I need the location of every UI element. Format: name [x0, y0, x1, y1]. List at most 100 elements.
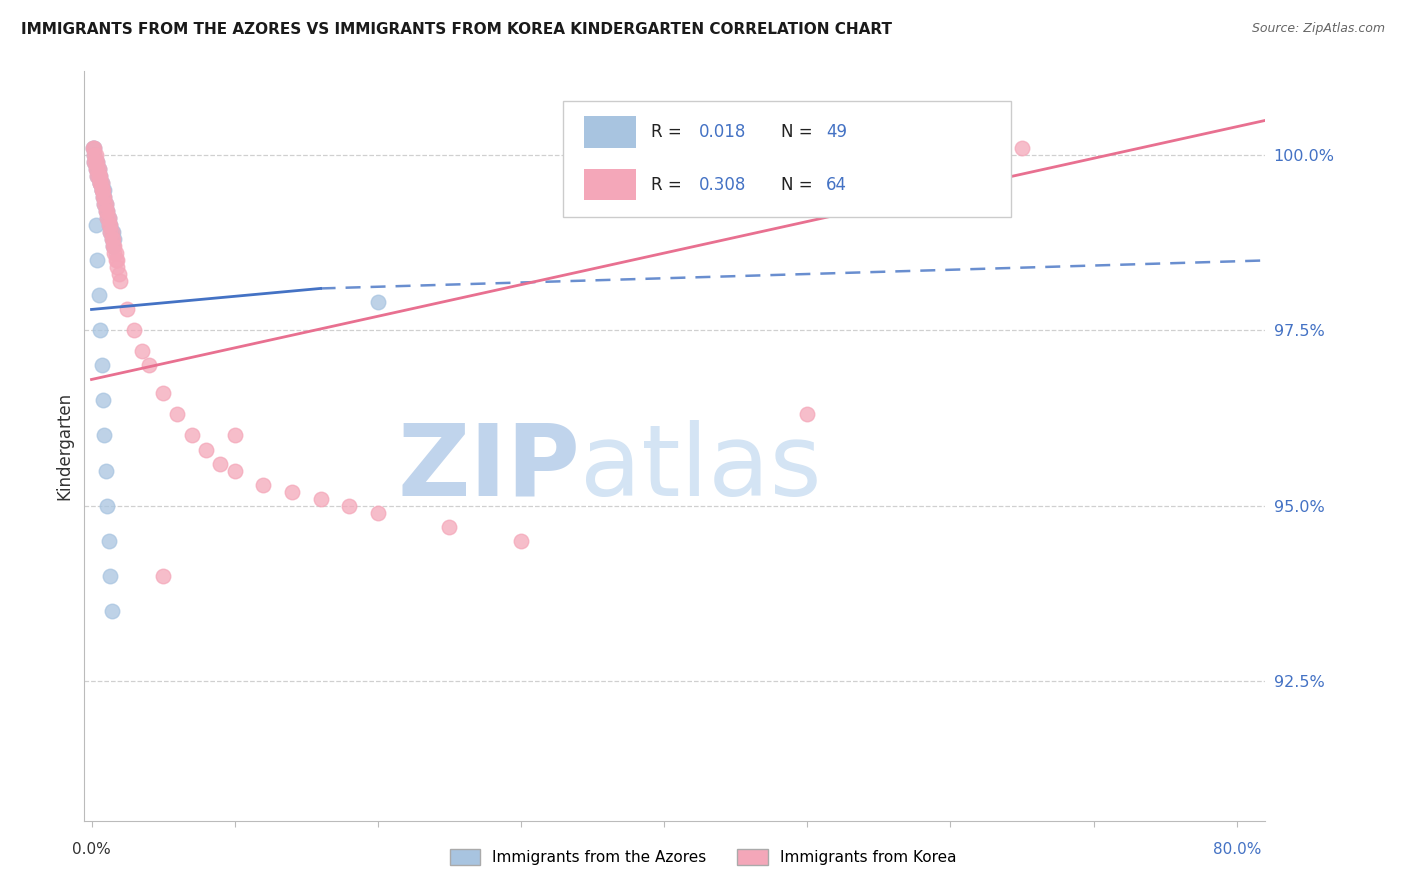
Point	[82, 141, 104, 155]
Point	[108, 275, 131, 289]
Point	[107, 268, 129, 282]
Point	[796, 408, 818, 422]
Point	[89, 177, 111, 191]
Point	[97, 533, 120, 548]
Point	[195, 442, 218, 457]
Point	[87, 169, 110, 184]
Point	[281, 484, 304, 499]
Point	[84, 148, 107, 162]
Point	[101, 239, 124, 253]
Point	[510, 533, 533, 548]
Point	[86, 162, 108, 177]
Point	[93, 190, 115, 204]
Point	[96, 499, 118, 513]
Point	[87, 288, 110, 302]
Point	[83, 141, 105, 155]
Point	[84, 155, 107, 169]
Point	[86, 155, 108, 169]
Point	[86, 169, 108, 184]
Point	[252, 477, 274, 491]
Point	[105, 253, 128, 268]
Point	[84, 162, 107, 177]
Point	[367, 295, 389, 310]
Point	[98, 226, 121, 240]
Point	[98, 226, 121, 240]
Point	[138, 359, 160, 373]
Point	[103, 246, 125, 260]
FancyBboxPatch shape	[583, 116, 636, 148]
Point	[90, 177, 112, 191]
Text: 80.0%: 80.0%	[1212, 842, 1261, 856]
Point	[93, 190, 115, 204]
Point	[100, 226, 122, 240]
Point	[90, 359, 112, 373]
FancyBboxPatch shape	[583, 169, 636, 200]
Point	[152, 386, 174, 401]
Point	[117, 302, 139, 317]
Point	[439, 519, 461, 533]
Point	[94, 197, 117, 211]
Point	[83, 148, 105, 162]
Point	[86, 169, 108, 184]
Point	[94, 204, 117, 219]
Point	[82, 141, 104, 155]
Point	[97, 211, 120, 226]
Point	[84, 155, 107, 169]
Point	[87, 169, 110, 184]
Point	[93, 197, 115, 211]
Point	[180, 428, 202, 442]
Point	[224, 428, 246, 442]
Text: 0.0%: 0.0%	[72, 842, 111, 856]
Point	[84, 219, 107, 233]
Point	[100, 232, 122, 246]
Text: atlas: atlas	[581, 420, 823, 517]
Point	[89, 169, 111, 184]
Point	[97, 219, 120, 233]
Point	[97, 219, 120, 233]
Point	[98, 219, 121, 233]
Point	[101, 232, 124, 246]
Point	[96, 211, 118, 226]
Point	[87, 169, 110, 184]
Point	[98, 568, 121, 582]
Point	[101, 239, 124, 253]
Legend: Immigrants from the Azores, Immigrants from Korea: Immigrants from the Azores, Immigrants f…	[443, 843, 963, 871]
Point	[93, 428, 115, 442]
Point	[98, 219, 121, 233]
Point	[89, 169, 111, 184]
Text: N =: N =	[782, 176, 818, 194]
Point	[87, 162, 110, 177]
Point	[1011, 141, 1033, 155]
Point	[90, 177, 112, 191]
Point	[86, 253, 108, 268]
Point	[86, 155, 108, 169]
Point	[91, 183, 114, 197]
Point	[94, 463, 117, 477]
Point	[90, 183, 112, 197]
Point	[83, 141, 105, 155]
Text: 64: 64	[827, 176, 846, 194]
Point	[96, 204, 118, 219]
Point	[309, 491, 332, 506]
Text: Source: ZipAtlas.com: Source: ZipAtlas.com	[1251, 22, 1385, 36]
Point	[89, 177, 111, 191]
Point	[90, 183, 112, 197]
Point	[166, 408, 188, 422]
Point	[91, 190, 114, 204]
Text: 49: 49	[827, 123, 846, 141]
Point	[367, 506, 389, 520]
Point	[90, 183, 112, 197]
Point	[104, 246, 127, 260]
Point	[83, 155, 105, 169]
Point	[100, 603, 122, 617]
Text: R =: R =	[651, 176, 688, 194]
Text: R =: R =	[651, 123, 688, 141]
Text: 0.018: 0.018	[699, 123, 745, 141]
Point	[84, 162, 107, 177]
Point	[105, 260, 128, 275]
Point	[103, 239, 125, 253]
Text: IMMIGRANTS FROM THE AZORES VS IMMIGRANTS FROM KOREA KINDERGARTEN CORRELATION CHA: IMMIGRANTS FROM THE AZORES VS IMMIGRANTS…	[21, 22, 891, 37]
Point	[89, 177, 111, 191]
Point	[224, 463, 246, 477]
Text: ZIP: ZIP	[398, 420, 581, 517]
